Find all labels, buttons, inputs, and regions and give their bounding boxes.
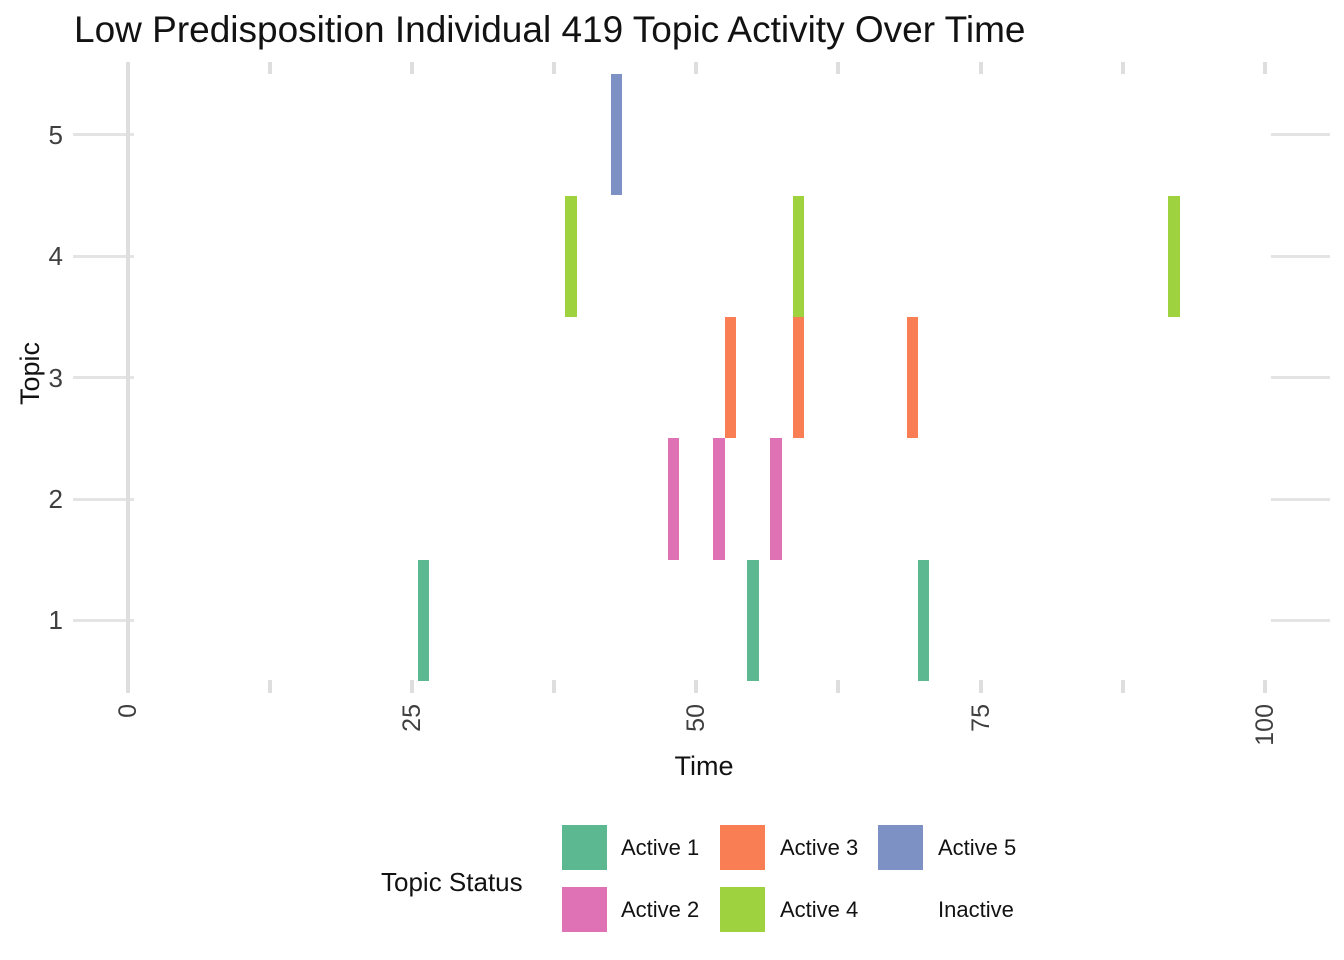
activity-bar — [565, 195, 577, 317]
y-gridline-segment — [1271, 497, 1330, 501]
x-gridline-bottom-sliver — [1263, 680, 1267, 693]
x-gridline-top-sliver — [978, 62, 983, 74]
x-gridline-top-sliver — [836, 62, 841, 74]
chart-title: Low Predisposition Individual 419 Topic … — [74, 9, 1026, 50]
legend-label: Active 4 — [780, 897, 859, 922]
activity-bar — [747, 559, 759, 682]
legend-key-active-4 — [720, 887, 765, 932]
x-gridline-bottom-sliver — [978, 680, 983, 693]
x-tick-label: 50 — [682, 704, 711, 732]
activity-bar — [770, 438, 782, 560]
legend-label: Inactive — [938, 897, 1014, 922]
activity-bar — [792, 195, 805, 317]
x-gridline-top-sliver — [1120, 62, 1125, 74]
y-gridline-segment — [73, 254, 134, 258]
x-gridline-top-sliver — [409, 62, 414, 74]
activity-bar — [792, 316, 805, 439]
y-gridline-segment — [73, 376, 134, 380]
y-tick-label: 5 — [48, 119, 63, 150]
y-gridline-segment — [73, 618, 134, 622]
legend-key-active-3 — [720, 825, 765, 870]
legend-label: Active 5 — [938, 835, 1017, 860]
y-gridline-segment — [1271, 376, 1330, 380]
x-gridline-top-sliver — [552, 62, 557, 74]
legend-key-active-1 — [562, 825, 607, 870]
activity-bar — [1168, 195, 1180, 317]
x-gridline-bottom-sliver — [836, 680, 841, 693]
x-gridline-bottom-sliver — [409, 680, 414, 693]
x-tick-label: 100 — [1251, 704, 1279, 746]
y-gridline-segment — [1271, 133, 1330, 137]
activity-bar — [667, 438, 680, 560]
x-gridline — [125, 62, 130, 693]
x-tick-label: 0 — [113, 704, 142, 718]
y-gridline-segment — [73, 497, 134, 501]
y-gridline-segment — [1271, 254, 1330, 258]
legend-label: Active 1 — [621, 835, 700, 860]
x-gridline-bottom-sliver — [552, 680, 557, 693]
y-gridline-segment — [73, 133, 134, 137]
x-gridline-top-sliver — [267, 62, 272, 74]
activity-bar — [918, 559, 930, 682]
y-tick-label: 3 — [48, 362, 63, 393]
legend-key-active-5 — [878, 825, 923, 870]
legend-label: Active 2 — [621, 897, 700, 922]
activity-bar — [906, 316, 919, 439]
y-tick-label: 4 — [48, 241, 63, 272]
x-tick-label: 75 — [966, 704, 995, 732]
x-gridline-bottom-sliver — [1120, 680, 1125, 693]
y-tick-label: 2 — [48, 484, 63, 514]
x-gridline-bottom-sliver — [267, 680, 272, 693]
activity-bar — [724, 316, 737, 439]
legend-key-active-2 — [562, 887, 607, 932]
x-axis-title: Time — [674, 751, 734, 781]
activity-bar — [610, 74, 623, 196]
x-gridline-top-sliver — [1263, 62, 1267, 74]
activity-bar — [713, 438, 725, 560]
activity-bar — [417, 559, 429, 682]
y-gridline-segment — [1271, 618, 1330, 622]
x-tick-label: 25 — [397, 704, 426, 732]
legend-title: Topic Status — [381, 867, 523, 897]
x-gridline-top-sliver — [694, 62, 699, 74]
x-gridline-bottom-sliver — [694, 680, 699, 693]
y-tick-label: 1 — [48, 605, 63, 636]
legend-label: Active 3 — [780, 835, 859, 860]
